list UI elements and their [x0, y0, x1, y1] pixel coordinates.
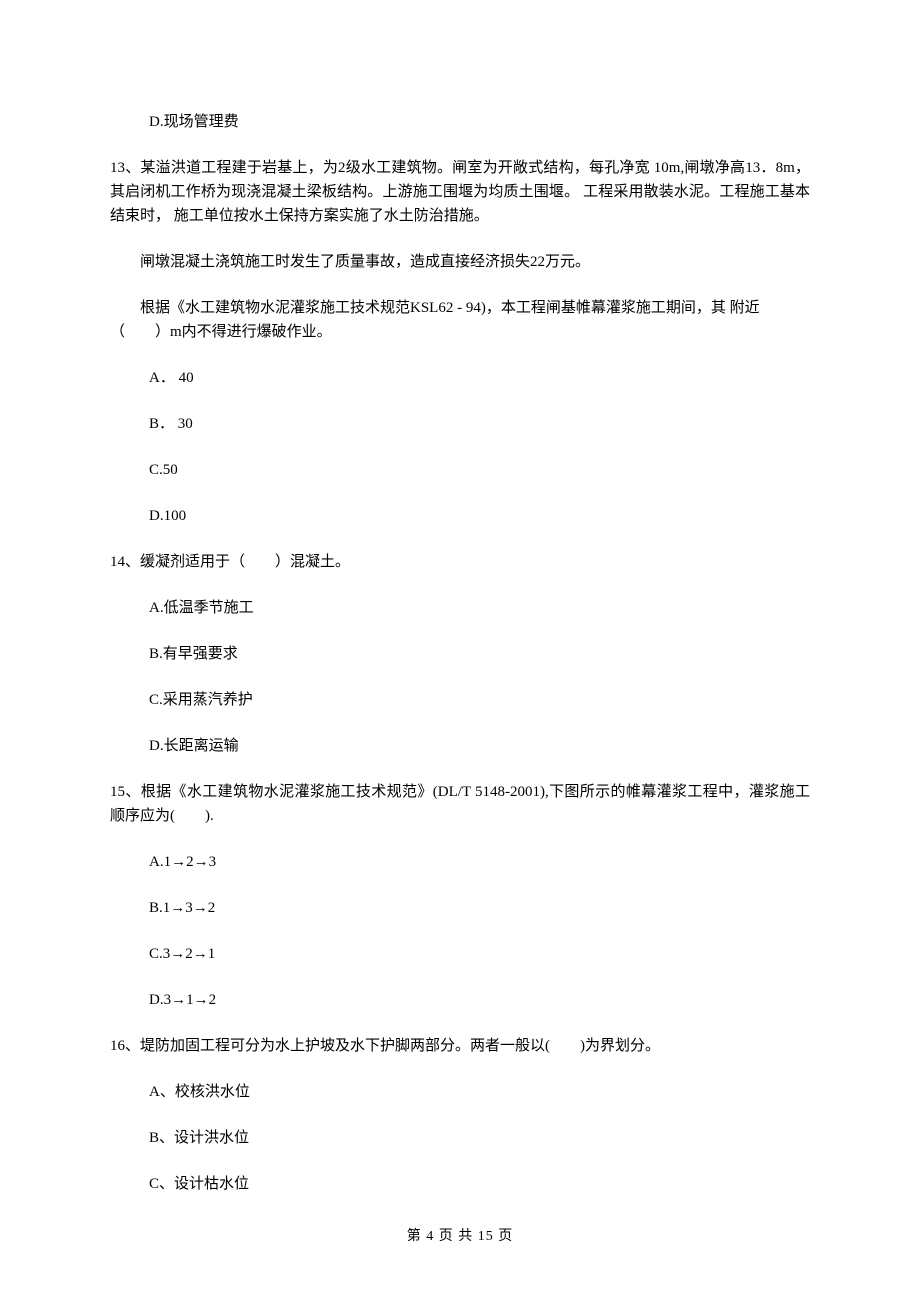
q16-option-c: C、设计枯水位 [110, 1172, 810, 1196]
q13-option-d: D.100 [110, 504, 810, 528]
q13-option-a: A． 40 [110, 366, 810, 390]
q15-option-b: B.1→3→2 [110, 896, 810, 920]
page-footer: 第 4 页 共 15 页 [0, 1226, 920, 1248]
q14-option-c: C.采用蒸汽养护 [110, 688, 810, 712]
q15-option-c: C.3→2→1 [110, 942, 810, 966]
page: D.现场管理费 13、某溢洪道工程建于岩基上，为2级水工建筑物。闸室为开敞式结构… [0, 0, 920, 1302]
q13-option-c: C.50 [110, 458, 810, 482]
q13-p3: 根据《水工建筑物水泥灌浆施工技术规范KSL62 - 94)，本工程闸基帷幕灌浆施… [110, 296, 810, 344]
q14-option-b: B.有早强要求 [110, 642, 810, 666]
q15-option-a: A.1→2→3 [110, 850, 810, 874]
q16-option-b: B、设计洪水位 [110, 1126, 810, 1150]
q12-option-d: D.现场管理费 [110, 110, 810, 134]
q14-option-a: A.低温季节施工 [110, 596, 810, 620]
q15-body: 15、根据《水工建筑物水泥灌浆施工技术规范》(DL/T 5148-2001),下… [110, 780, 810, 828]
q16-body: 16、堤防加固工程可分为水上护坡及水下护脚两部分。两者一般以( )为界划分。 [110, 1034, 810, 1058]
q15-option-d: D.3→1→2 [110, 988, 810, 1012]
q13-option-b: B． 30 [110, 412, 810, 436]
q13-p2: 闸墩混凝土浇筑施工时发生了质量事故，造成直接经济损失22万元。 [110, 250, 810, 274]
q16-option-a: A、校核洪水位 [110, 1080, 810, 1104]
q14-body: 14、缓凝剂适用于（ ）混凝土。 [110, 550, 810, 574]
q14-option-d: D.长距离运输 [110, 734, 810, 758]
q13-body: 13、某溢洪道工程建于岩基上，为2级水工建筑物。闸室为开敞式结构，每孔净宽 10… [110, 156, 810, 228]
